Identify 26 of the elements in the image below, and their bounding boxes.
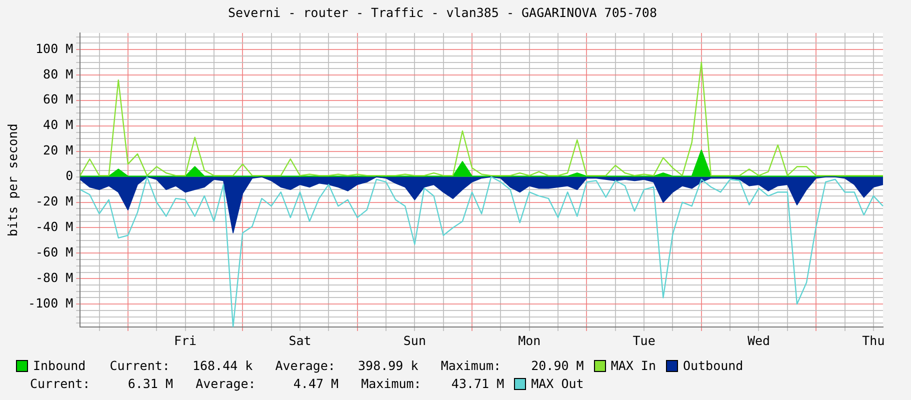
x-tick-label: Fri (174, 332, 197, 348)
chart-title: Severni - router - Traffic - vlan385 - GAGARINOVA 705-708 (228, 4, 657, 20)
x-tick-label: Tue (632, 332, 656, 348)
text: Current: 168.44 k Average: 398.99 k Maximum: 20.90 M (110, 358, 584, 373)
y-tick-label: 40 M (43, 117, 74, 132)
x-tick-label: Thu (862, 332, 885, 348)
legend-label: MAX Out (530, 376, 584, 391)
y-axis-title: bits per second (4, 124, 20, 236)
x-tick-label: Wed (747, 332, 770, 348)
y-tick-label: -60 M (36, 244, 74, 260)
y-tick-label: -80 M (36, 270, 74, 285)
y-tick-label: 100 M (36, 40, 74, 56)
y-tick-label: 0 (66, 168, 74, 184)
legend-label: MAX In (610, 358, 656, 373)
y-tick-label: 60 M (43, 92, 74, 107)
x-tick-label: Sat (288, 332, 312, 348)
y-tick-label: -20 M (36, 194, 74, 209)
legend-label: Inbound (32, 358, 86, 373)
text: Current: 6.31 M Average: 4.47 M Maximum: 43.71 M (30, 376, 504, 391)
y-tick-label: 20 M (43, 142, 74, 158)
y-tick-label: 80 M (43, 66, 74, 82)
y-tick-label: -100 M (28, 295, 74, 310)
x-tick-label: Mon (518, 332, 541, 348)
y-tick-label: -40 M (36, 218, 74, 234)
legend-label: Outbound (682, 358, 744, 373)
x-tick-label: Sun (403, 332, 426, 348)
